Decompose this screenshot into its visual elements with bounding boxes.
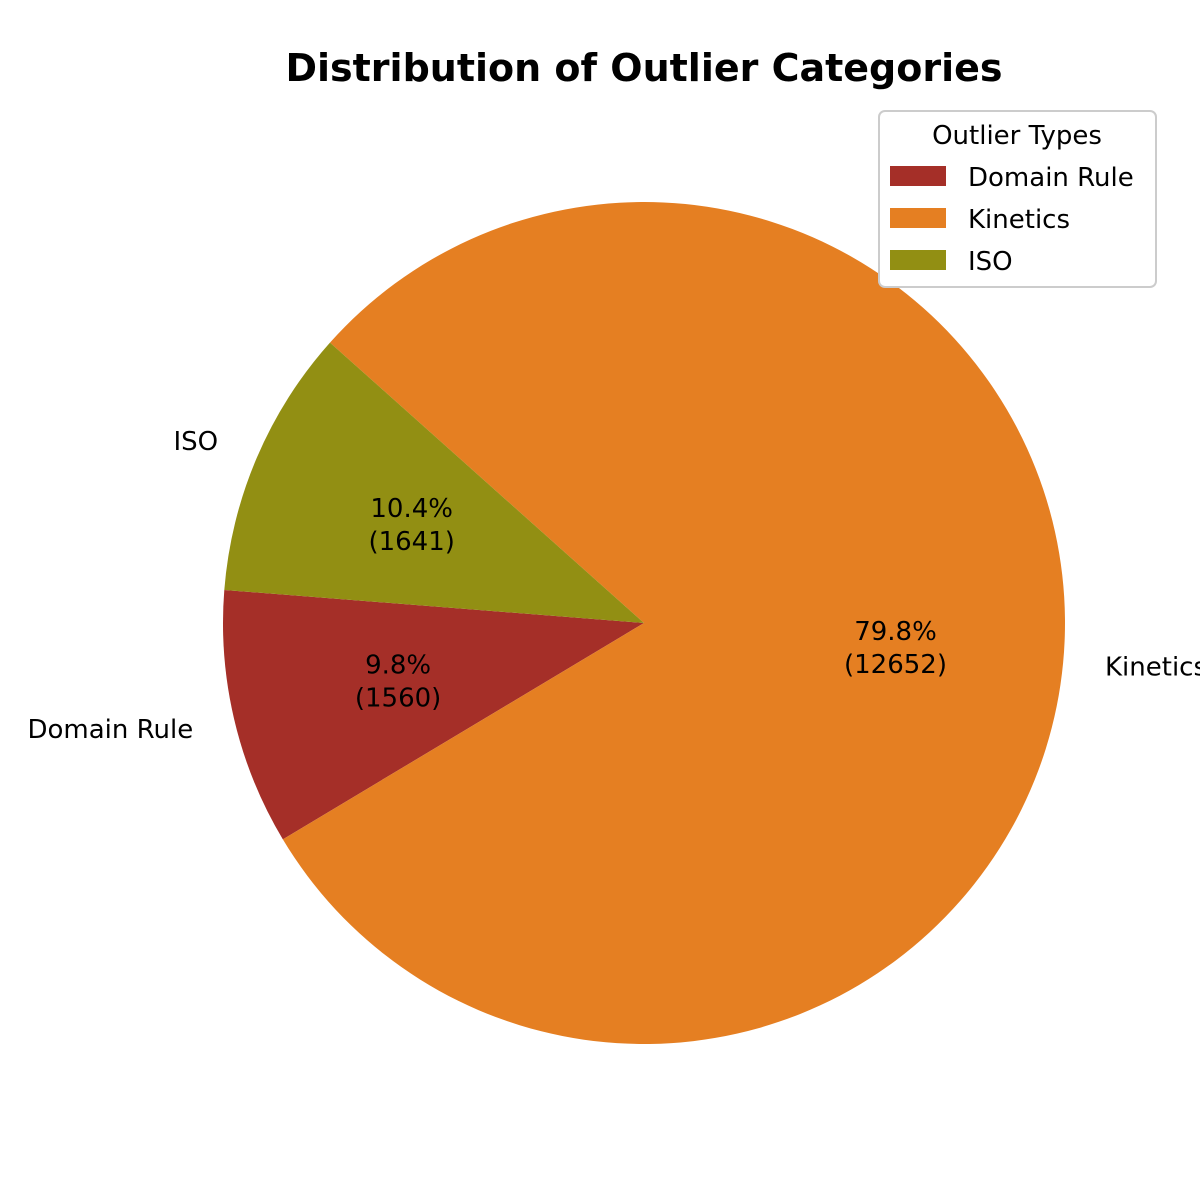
chart-title: Distribution of Outlier Categories (285, 46, 1002, 90)
count-label-iso: (1641) (368, 527, 454, 557)
slice-label-kinetics: Kinetics (1105, 653, 1200, 683)
legend-frame (878, 110, 1157, 288)
pie-slice-domain-rule (223, 589, 644, 840)
legend-swatch-kinetics (890, 208, 946, 228)
legend-swatch-domain-rule (890, 166, 946, 186)
legend: Outlier Types Domain Rule Kinetics ISO (878, 110, 1157, 288)
pie-slice-iso (224, 342, 645, 623)
slice-label-domain-rule: Domain Rule (27, 715, 193, 745)
legend-label-iso: ISO (968, 247, 1013, 277)
legend-swatch-iso (890, 250, 946, 270)
percent-label-kinetics: 79.8% (854, 617, 937, 647)
pie-labels: Domain Rule 9.8%(1560) Kinetics 79.8%(12652… (27, 427, 1200, 745)
count-label-kinetics: (12652) (844, 650, 947, 680)
legend-title: Outlier Types (932, 121, 1102, 151)
count-label-domain-rule: (1560) (355, 684, 441, 714)
pie-slices (223, 201, 1065, 1044)
slice-label-iso: ISO (173, 427, 218, 457)
percent-label-iso: 10.4% (370, 494, 453, 524)
percent-label-domain-rule: 9.8% (365, 651, 431, 681)
pie-slice-kinetics (282, 201, 1065, 1044)
legend-label-domain-rule: Domain Rule (968, 163, 1134, 193)
legend-label-kinetics: Kinetics (968, 205, 1070, 235)
